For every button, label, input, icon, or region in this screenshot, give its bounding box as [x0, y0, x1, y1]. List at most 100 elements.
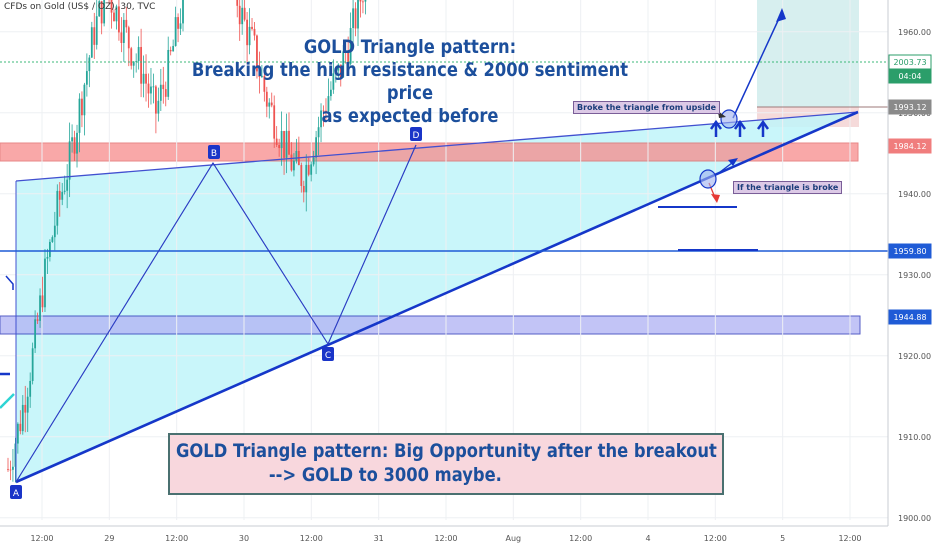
- candle-body: [125, 19, 128, 28]
- candle-body: [44, 258, 46, 308]
- price-tag: 1993.12: [888, 99, 932, 115]
- y-tick-label: 1910.00: [898, 433, 931, 442]
- candle-body: [302, 185, 305, 193]
- time-axis: [0, 526, 932, 550]
- candle-body: [157, 100, 160, 114]
- arrowhead-small: [728, 158, 738, 166]
- candle-body: [26, 396, 29, 413]
- pattern-segment: [212, 162, 329, 345]
- price-tag-label: 04:04: [898, 72, 921, 81]
- candle-body: [113, 12, 115, 22]
- title-line-1: GOLD Triangle pattern:: [303, 36, 517, 58]
- candle-body: [246, 19, 248, 46]
- candle-body: [268, 102, 271, 107]
- candle-body: [120, 32, 123, 43]
- candle-body: [130, 48, 133, 66]
- candle-body: [41, 295, 44, 308]
- pattern-points: A B C D: [10, 127, 422, 499]
- point-label: A: [13, 489, 20, 499]
- price-tag-label: 1959.80: [893, 247, 926, 256]
- break-circle: [699, 169, 717, 189]
- candle-body: [293, 160, 295, 171]
- candle-body: [337, 64, 340, 71]
- candle-body: [98, 1, 101, 17]
- candle-body: [122, 19, 125, 43]
- y-tick-label: 1960.00: [898, 28, 931, 37]
- candle-body: [310, 164, 313, 175]
- x-tick-label: 5: [780, 534, 785, 543]
- x-tick-label: 12:00: [30, 534, 53, 543]
- callout-pointer-head: [718, 111, 726, 118]
- candle-body: [61, 191, 64, 200]
- candle-body: [322, 110, 325, 112]
- price-axis: [888, 0, 932, 550]
- y-tick-label: 1930.00: [898, 271, 931, 280]
- candle-body: [270, 102, 273, 106]
- candle-body: [236, 0, 239, 6]
- candle-body: [288, 130, 290, 155]
- candle-body: [172, 45, 175, 52]
- candle-body: [364, 0, 367, 2]
- candle-body: [9, 469, 12, 471]
- candle-body: [135, 61, 138, 62]
- candle-body: [76, 132, 78, 154]
- pattern-segment: [327, 144, 417, 345]
- price-tag-label: 2003.73: [893, 58, 926, 67]
- candle-body: [280, 130, 283, 149]
- note-line-1: GOLD Triangle pattern: Big Opportunity a…: [176, 440, 717, 462]
- candle-body: [103, 0, 106, 24]
- candle-body: [51, 237, 54, 242]
- point-label: C: [325, 351, 331, 361]
- candle-body: [256, 35, 258, 72]
- candle-body: [46, 256, 49, 259]
- candle-body: [265, 91, 268, 107]
- candle-body: [357, 0, 359, 29]
- support-zone: [0, 315, 861, 335]
- price-tag-label: 1984.12: [893, 142, 926, 151]
- candle-body: [275, 138, 278, 145]
- candle-body: [182, 0, 184, 24]
- candle-body: [159, 84, 162, 101]
- point-marker-b: B: [208, 145, 220, 159]
- candle-body: [49, 241, 51, 257]
- candle-body: [16, 423, 19, 444]
- candle-body: [73, 137, 76, 154]
- candle-body: [260, 75, 263, 77]
- x-tick-label: 12:00: [838, 534, 861, 543]
- candle-body: [315, 137, 318, 158]
- candle-body: [320, 110, 322, 128]
- candle-body: [334, 70, 337, 74]
- cyan-arrow: [0, 393, 15, 409]
- price-tag: 04:04: [888, 68, 932, 84]
- candle-body: [66, 179, 69, 191]
- blue-up-arrow: [756, 119, 770, 137]
- candle-body: [243, 7, 246, 20]
- point-marker-d: D: [410, 127, 422, 141]
- candle-body: [78, 98, 81, 133]
- candle-body: [29, 380, 32, 397]
- price-tag: 2003.73: [888, 54, 932, 70]
- candle-body: [251, 26, 253, 29]
- candle-body: [142, 73, 145, 84]
- candle-body: [177, 17, 179, 29]
- candle-body: [115, 6, 118, 22]
- candle-body: [53, 225, 56, 238]
- title-line-3: as expected before: [321, 105, 499, 127]
- candle-body: [100, 1, 103, 24]
- point-marker-a: A: [10, 485, 22, 499]
- x-tick-label: 12:00: [165, 534, 188, 543]
- x-tick-label: Aug: [506, 534, 522, 543]
- callout-broke-triangle: Broke the triangle from upside: [573, 101, 720, 114]
- candle-body: [248, 26, 251, 46]
- candle-body: [88, 57, 91, 72]
- lower-trendline: [15, 110, 859, 484]
- candle-body: [327, 96, 330, 112]
- candle-body: [21, 404, 24, 432]
- x-tick-label: 12:00: [300, 534, 323, 543]
- callout-if-broke: If the triangle is broke: [733, 181, 843, 194]
- candle-body: [362, 1, 364, 3]
- price-tag: 1984.12: [888, 138, 932, 154]
- candle-body: [56, 190, 59, 226]
- x-tick-label: 31: [374, 534, 384, 543]
- x-tick-label: 12:00: [434, 534, 457, 543]
